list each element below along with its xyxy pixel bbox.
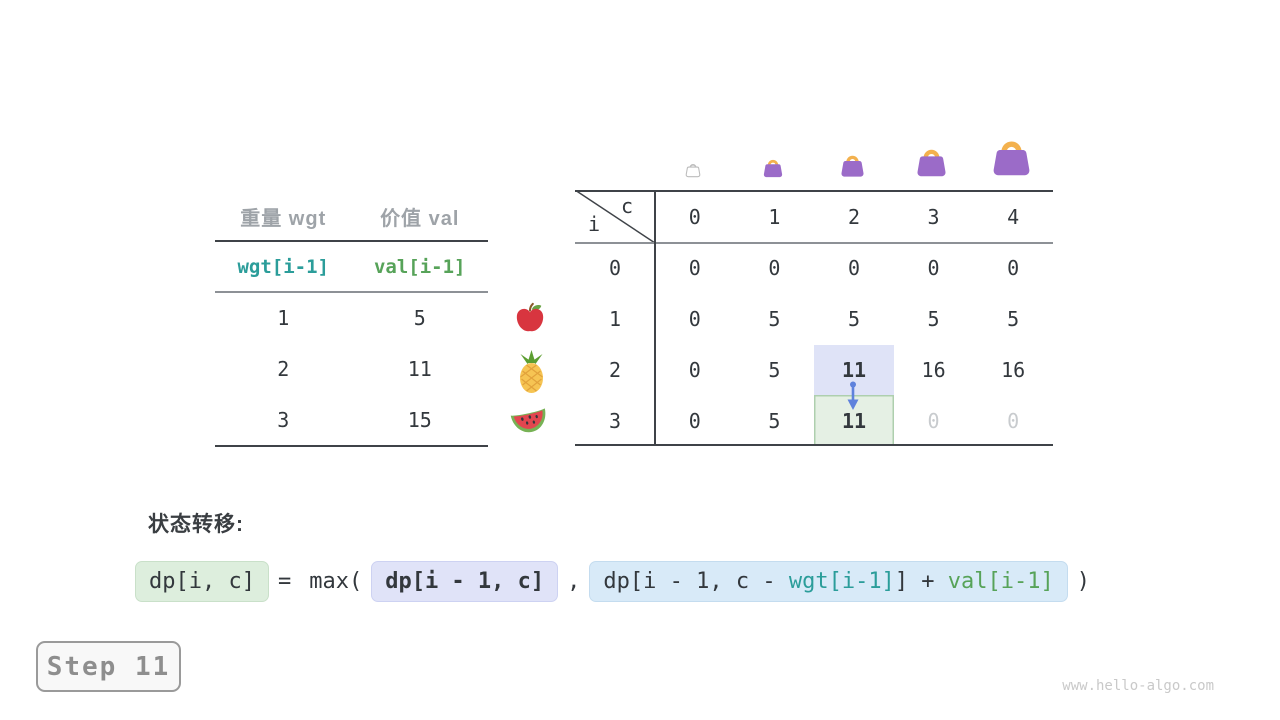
dp-cell: 5 <box>1007 307 1020 332</box>
row-header: 0 <box>608 256 622 281</box>
divider <box>575 242 1053 244</box>
col-header: 0 <box>688 204 701 229</box>
dp-table: c i 0 1 2 3 4 0 0 0 0 0 0 1 0 5 5 5 5 2 … <box>575 190 1053 446</box>
item-row: 3 15 <box>215 394 488 445</box>
dp-cell: 0 <box>688 307 701 332</box>
row-header: 1 <box>608 307 622 332</box>
items-table: 重量 wgt 价值 val wgt[i-1] val[i-1] 1 5 2 11… <box>215 190 488 447</box>
dp-cell: 0 <box>688 408 701 433</box>
divider <box>575 444 1053 446</box>
dp-cell: 0 <box>847 256 860 281</box>
wgt-var-label: wgt[i-1] <box>237 256 329 278</box>
handbag-icon <box>913 144 950 183</box>
val-var-label: val[i-1] <box>373 256 466 278</box>
item-value: 15 <box>407 407 432 432</box>
item-row: 1 5 <box>215 292 488 343</box>
dp-cell: 0 <box>768 256 781 281</box>
corner-diagonal-line <box>575 190 655 243</box>
weight-header: 重量 wgt <box>240 207 327 230</box>
col-header: 4 <box>1007 204 1020 229</box>
dp-cell-pending: 0 <box>927 408 940 433</box>
dp-cell: 0 <box>927 256 940 281</box>
pineapple-icon <box>513 349 550 399</box>
divider <box>215 445 488 447</box>
formula-arg2-prefix: dp[i - 1, c - <box>603 568 789 594</box>
formula-arg2-val: val[i-1] <box>947 568 1054 594</box>
arrow-down-icon <box>846 381 860 415</box>
formula-arg2: dp[i - 1, c - wgt[i-1]] + val[i-1] <box>589 560 1068 602</box>
item-weight: 2 <box>277 356 290 381</box>
dp-corner-cell: c i <box>575 190 655 243</box>
transition-heading: 状态转移: <box>148 513 244 536</box>
handbag-outline-icon <box>684 161 702 182</box>
item-value: 5 <box>413 305 426 330</box>
dp-cell: 0 <box>688 256 701 281</box>
col-variable-label: c <box>621 194 634 218</box>
divider <box>215 291 488 293</box>
apple-icon <box>514 302 546 338</box>
dp-cell: 16 <box>1001 357 1026 382</box>
dp-cell: 16 <box>921 357 946 382</box>
formula-equals: = <box>277 568 292 594</box>
watermark: www.hello-algo.com <box>1062 678 1214 694</box>
handbag-icon <box>838 151 867 183</box>
watermelon-icon <box>507 401 553 444</box>
divider <box>575 190 1053 192</box>
dp-cell: 5 <box>768 307 781 332</box>
formula-lhs: dp[i, c] <box>135 560 269 602</box>
item-row: 2 11 <box>215 343 488 394</box>
row-header: 2 <box>608 357 622 382</box>
dp-cell: 0 <box>1007 256 1020 281</box>
dp-cell-pending: 0 <box>1007 408 1020 433</box>
value-header: 价值 val <box>380 207 460 230</box>
formula-comma: , <box>567 568 581 594</box>
divider <box>215 240 488 242</box>
handbag-icon <box>761 156 785 183</box>
handbag-icon <box>988 134 1035 183</box>
dp-cell: 5 <box>927 307 940 332</box>
formula-max-open: max( <box>309 568 363 594</box>
step-badge: Step 11 <box>36 641 181 692</box>
row-header: 3 <box>608 408 622 433</box>
formula-arg2-mid: ] + <box>894 568 948 594</box>
transition-formula: dp[i, c] = max( dp[i - 1, c] , dp[i - 1,… <box>135 558 1099 604</box>
items-table-header: 重量 wgt 价值 val <box>215 190 488 242</box>
col-header: 3 <box>927 204 940 229</box>
item-value: 11 <box>407 356 432 381</box>
item-weight: 3 <box>277 407 290 432</box>
items-table-var-row: wgt[i-1] val[i-1] <box>215 242 488 292</box>
dp-cell: 5 <box>768 357 781 382</box>
dp-cell: 0 <box>688 357 701 382</box>
col-header: 1 <box>768 204 781 229</box>
divider <box>654 190 656 446</box>
formula-arg1: dp[i - 1, c] <box>371 560 559 602</box>
formula-arg2-wgt: wgt[i-1] <box>788 568 895 594</box>
dp-cell: 5 <box>847 307 860 332</box>
item-weight: 1 <box>277 305 290 330</box>
dp-cell: 5 <box>768 408 781 433</box>
formula-close-paren: ) <box>1076 568 1091 594</box>
row-variable-label: i <box>588 212 601 236</box>
col-header: 2 <box>847 204 860 229</box>
